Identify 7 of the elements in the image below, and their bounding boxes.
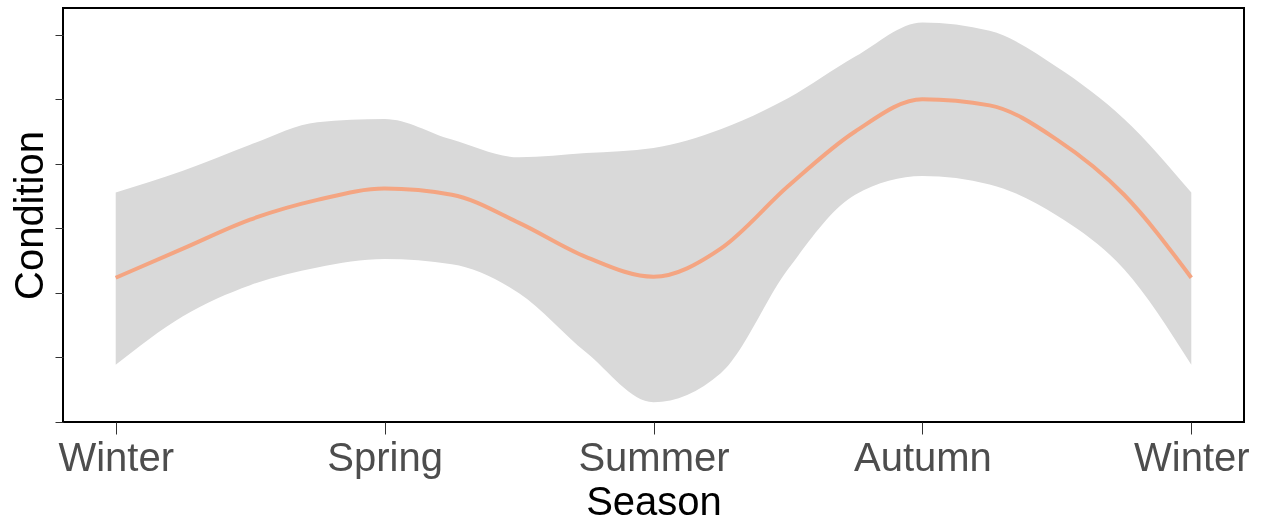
x-tick-label: Winter (58, 434, 174, 479)
x-axis-title: Season (586, 478, 722, 523)
x-tick-label: Winter (1134, 434, 1250, 479)
y-axis-title: Condition (7, 130, 51, 301)
x-tick-label: Summer (578, 434, 730, 479)
x-tick-label: Autumn (853, 434, 992, 479)
x-tick-label: Spring (327, 434, 443, 479)
